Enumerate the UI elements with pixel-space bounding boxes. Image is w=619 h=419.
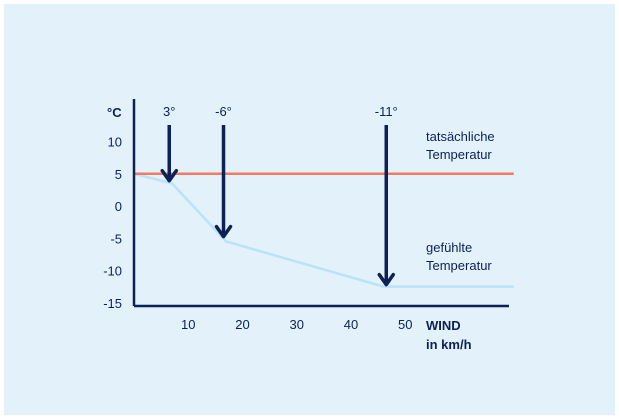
x-tick-label: 50	[398, 317, 412, 332]
y-tick-label: -5	[110, 231, 122, 246]
x-tick-label: 10	[181, 317, 195, 332]
annotation-arrow-head	[160, 168, 179, 183]
y-tick-label: 10	[108, 135, 122, 150]
y-tick-label: -15	[103, 296, 122, 311]
series-labels: tatsächliche Temperatur gefühlte Temperatur	[426, 129, 495, 273]
y-tick-label: -10	[103, 264, 122, 279]
y-tick-label: 0	[115, 199, 122, 214]
series-label: Temperatur	[426, 258, 492, 273]
x-tick-label: 30	[290, 317, 304, 332]
chart-panel: °C 10 5 0 -5 -10 -15 10 20 30 40 50 3° -6° -11° WIN…	[4, 4, 615, 415]
series-label: gefühlte	[426, 240, 472, 255]
x-tick-labels: 10 20 30 40 50	[181, 317, 412, 332]
y-tick-labels: 10 5 0 -5 -10 -15	[103, 135, 122, 311]
annotation-label: 3°	[163, 104, 175, 119]
annotation-arrow-head	[214, 224, 233, 239]
series-line	[133, 172, 514, 288]
series-label: tatsächliche	[426, 129, 495, 144]
annotation-arrows: 3° -6° -11°	[160, 104, 398, 287]
x-tick-label: 40	[344, 317, 358, 332]
annotation-label: -6°	[215, 104, 232, 119]
x-axis-label: WIND	[426, 318, 461, 333]
y-tick-label: 5	[115, 167, 122, 182]
y-axis-label: °C	[107, 105, 122, 120]
series-label: Temperatur	[426, 147, 492, 162]
annotation-label: -11°	[375, 104, 398, 119]
x-tick-label: 20	[235, 317, 249, 332]
x-axis-unit: in km/h	[426, 337, 472, 352]
series-lines	[133, 172, 514, 288]
annotation-arrow-head	[377, 272, 396, 287]
